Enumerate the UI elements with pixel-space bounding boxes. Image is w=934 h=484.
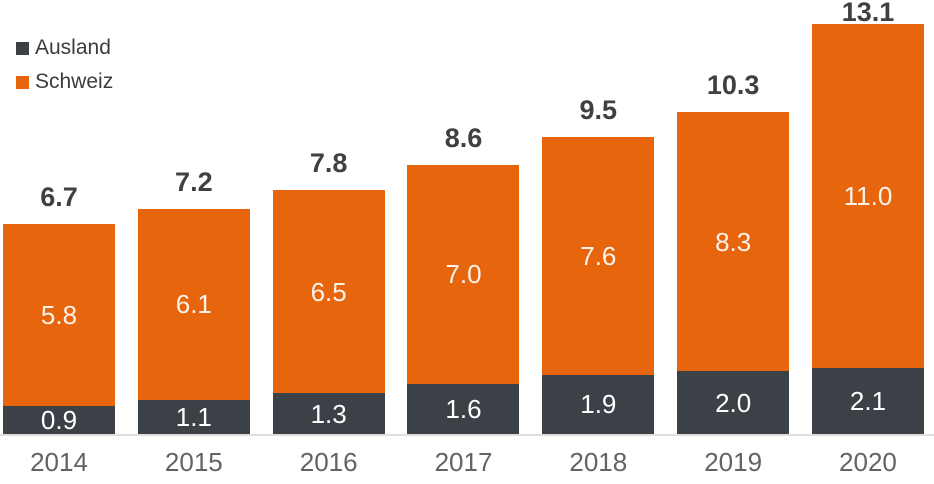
schweiz-value-label: 8.3: [715, 226, 752, 257]
schweiz-value-label: 5.8: [40, 300, 78, 331]
schweiz-segment: 7.0: [407, 164, 520, 384]
legend-item-ausland: Ausland: [16, 36, 113, 60]
ausland-segment: 1.3: [272, 393, 385, 434]
ausland-segment: 1.9: [542, 374, 655, 434]
ausland-segment: 1.1: [137, 399, 250, 434]
schweiz-segment: 8.3: [677, 111, 790, 372]
year-label: 2018: [569, 447, 628, 477]
ausland-value-label: 1.9: [580, 389, 617, 420]
legend: Ausland Schweiz: [16, 36, 113, 94]
schweiz-segment: 6.5: [272, 189, 385, 394]
ausland-value-label: 1.3: [310, 398, 347, 429]
total-label: 13.1: [841, 0, 895, 27]
ausland-segment: 0.9: [3, 404, 115, 435]
year-label: 2016: [299, 447, 358, 477]
year-label: 2015: [164, 447, 223, 477]
legend-label-schweiz: Schweiz: [35, 70, 114, 93]
schweiz-value-label: 11.0: [843, 181, 893, 212]
ausland-segment: 2.0: [677, 371, 790, 434]
schweiz-value-label: 7.0: [445, 259, 482, 290]
year-label: 2020: [839, 447, 897, 477]
bar-column-2019: 8.3 2.0: [677, 111, 790, 434]
schweiz-swatch-icon: [16, 75, 29, 89]
schweiz-segment: 5.8: [3, 224, 115, 406]
legend-label-ausland: Ausland: [35, 36, 111, 59]
total-label: 6.7: [40, 182, 78, 213]
ausland-segment: 1.6: [407, 383, 520, 434]
ausland-swatch-icon: [16, 41, 29, 55]
x-axis-line: [0, 434, 934, 436]
schweiz-segment: 6.1: [137, 208, 250, 400]
ausland-value-label: 0.9: [40, 404, 78, 435]
legend-item-schweiz: Schweiz: [16, 70, 113, 94]
bar-column-2018: 7.6 1.9: [542, 136, 655, 434]
schweiz-segment: 7.6: [542, 136, 655, 375]
schweiz-value-label: 6.1: [175, 289, 212, 320]
schweiz-segment: 11.0: [811, 23, 924, 369]
total-label: 7.2: [175, 166, 213, 197]
ausland-segment: 2.1: [811, 368, 924, 434]
total-label: 9.5: [579, 94, 618, 125]
schweiz-value-label: 6.5: [310, 276, 347, 307]
ausland-value-label: 1.1: [175, 401, 212, 432]
schweiz-value-label: 7.6: [580, 240, 617, 271]
total-label: 7.8: [309, 147, 348, 178]
total-label: 10.3: [706, 69, 760, 100]
bar-column-2014: 5.8 0.9: [3, 224, 115, 434]
bar-column-2015: 6.1 1.1: [137, 208, 250, 434]
year-label: 2014: [30, 447, 88, 477]
bar-column-2016: 6.5 1.3: [272, 189, 385, 434]
ausland-value-label: 2.1: [849, 386, 887, 417]
ausland-value-label: 2.0: [715, 387, 752, 418]
bar-column-2017: 7.0 1.6: [407, 164, 520, 434]
total-label: 8.6: [444, 122, 483, 153]
year-label: 2019: [704, 447, 763, 477]
year-label: 2017: [434, 447, 493, 477]
ausland-value-label: 1.6: [445, 393, 482, 424]
bar-column-2020: 11.0 2.1: [811, 23, 924, 434]
